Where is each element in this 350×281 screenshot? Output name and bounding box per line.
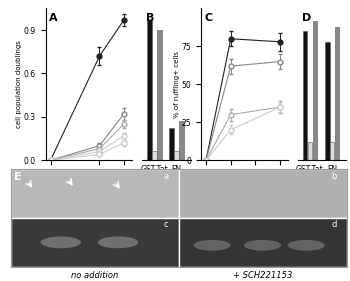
Circle shape	[41, 237, 81, 248]
FancyBboxPatch shape	[10, 169, 178, 218]
Circle shape	[244, 240, 281, 251]
Text: c: c	[164, 220, 168, 229]
X-axis label: time (h): time (h)	[228, 184, 261, 193]
Text: + SCH221153: + SCH221153	[233, 271, 292, 280]
Text: C: C	[204, 13, 213, 23]
FancyBboxPatch shape	[178, 169, 346, 218]
X-axis label: time (h): time (h)	[72, 184, 106, 193]
Text: A: A	[49, 13, 58, 23]
Circle shape	[288, 240, 325, 251]
Bar	[335, 27, 339, 160]
Circle shape	[98, 237, 138, 248]
Bar	[174, 151, 179, 160]
Bar	[303, 31, 307, 160]
Bar	[330, 142, 334, 160]
Text: E: E	[14, 171, 21, 182]
Bar	[152, 151, 157, 160]
Circle shape	[194, 240, 231, 251]
Text: B: B	[146, 13, 154, 23]
Bar	[179, 121, 184, 160]
Bar	[169, 128, 174, 160]
Y-axis label: % of ruffling+ cells: % of ruffling+ cells	[174, 51, 180, 118]
Text: b: b	[331, 171, 336, 181]
Bar	[308, 142, 312, 160]
Bar	[147, 20, 152, 160]
Bar	[325, 42, 330, 160]
Bar	[157, 30, 162, 160]
Y-axis label: cell population doublings: cell population doublings	[16, 40, 22, 128]
Bar	[313, 21, 317, 160]
Text: d: d	[331, 220, 336, 229]
Text: a: a	[163, 171, 168, 181]
Text: no addition: no addition	[71, 271, 118, 280]
FancyBboxPatch shape	[178, 218, 346, 267]
Text: D: D	[302, 13, 311, 23]
FancyBboxPatch shape	[10, 218, 178, 267]
